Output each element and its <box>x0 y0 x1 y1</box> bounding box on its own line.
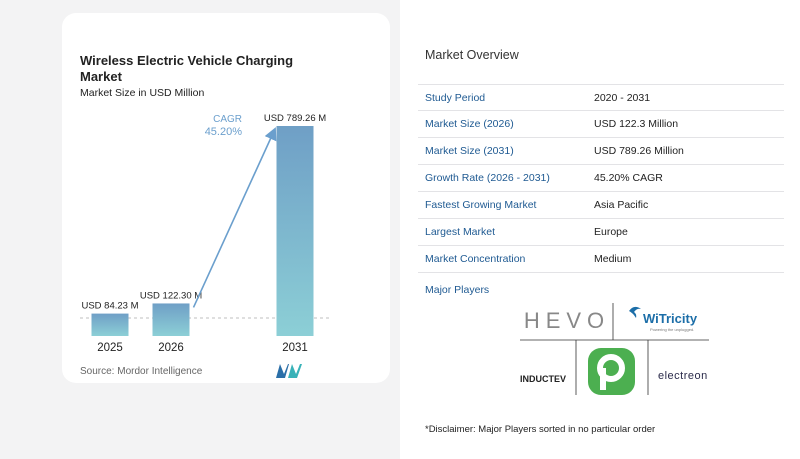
overview-table: Study Period 2020 - 2031 Market Size (202… <box>418 84 784 273</box>
bar-2026 <box>152 303 190 336</box>
hevo-logo-text: HEVO <box>524 308 610 333</box>
overview-label: Largest Market <box>425 226 496 238</box>
x-tick-label: 2026 <box>158 342 184 354</box>
overview-value: Medium <box>594 253 632 265</box>
chart-subtitle: Market Size in USD Million <box>80 87 205 99</box>
cagr-value: 45.20% <box>205 126 243 138</box>
mordor-logo-icon <box>276 364 302 378</box>
overview-title: Market Overview <box>425 48 519 62</box>
overview-label: Study Period <box>425 91 486 104</box>
overview-label: Market Concentration <box>425 253 526 265</box>
bar-2031 <box>276 126 314 336</box>
cagr-arrow <box>192 127 277 308</box>
overview-row: Market Size (2026) USD 122.3 Million <box>418 111 784 138</box>
major-players-title: Major Players <box>425 284 490 296</box>
overview-label: Market Size (2026) <box>425 118 514 130</box>
witricity-logo-text: WiTricity <box>643 311 698 326</box>
bar-2025 <box>91 313 129 336</box>
overview-value: USD 122.3 Million <box>594 118 679 130</box>
overview-row: Study Period 2020 - 2031 <box>418 84 784 111</box>
source-text: Source: Mordor Intelligence <box>80 366 203 377</box>
overview-value: USD 789.26 Million <box>594 145 684 157</box>
overview-row: Growth Rate (2026 - 2031) 45.20% CAGR <box>418 165 784 192</box>
electreon-logo-text: electreon <box>658 370 708 382</box>
electreon-logo: electreon <box>658 370 708 382</box>
witricity-tagline: Powering the unplugged. <box>650 327 694 332</box>
witricity-logo: WiTricity Powering the unplugged. <box>629 306 698 332</box>
chart-title: Wireless Electric Vehicle Charging Marke… <box>80 53 294 84</box>
overview-row: Largest Market Europe <box>418 219 784 246</box>
overview-label: Fastest Growing Market <box>425 199 537 211</box>
bar-value-label: USD 84.23 M <box>81 301 138 312</box>
hevo-logo: HEVO <box>524 308 610 333</box>
cagr-label: CAGR <box>213 114 242 125</box>
overview-value: Europe <box>594 226 628 238</box>
overview-value: 2020 - 2031 <box>594 91 651 104</box>
overview-row: Fastest Growing Market Asia Pacific <box>418 192 784 219</box>
overview-label: Market Size (2031) <box>425 145 514 157</box>
witricity-swirl-icon <box>629 306 641 318</box>
disclaimer: *Disclaimer: Major Players sorted in no … <box>425 424 656 435</box>
overview-row: Market Concentration Medium <box>418 246 784 273</box>
inductev-logo: INDUCTEV <box>520 374 566 384</box>
x-tick-label: 2025 <box>97 342 123 354</box>
overview-label: Growth Rate (2026 - 2031) <box>425 172 550 184</box>
overview-value: Asia Pacific <box>594 199 649 211</box>
plugless-logo <box>588 348 635 395</box>
inductev-logo-text: INDUCTEV <box>520 374 566 384</box>
x-tick-label: 2031 <box>282 342 308 354</box>
bar-chart: USD 84.23 M 2025 USD 122.30 M 2026 USD 789.2… <box>80 113 330 354</box>
bar-value-label: USD 122.30 M <box>140 290 202 301</box>
bar-value-label: USD 789.26 M <box>264 113 326 124</box>
overview-value: 45.20% CAGR <box>594 172 663 184</box>
overview-row: Market Size (2031) USD 789.26 Million <box>418 138 784 165</box>
